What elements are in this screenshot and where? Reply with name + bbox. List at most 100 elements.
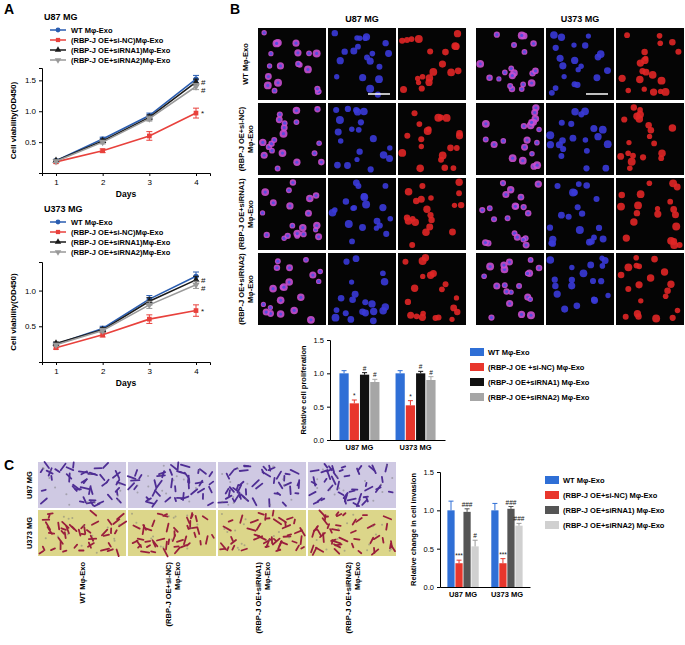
cell xyxy=(196,516,197,521)
pore xyxy=(175,515,177,517)
error-bar xyxy=(352,400,357,403)
tick-mark xyxy=(56,173,57,176)
image-background xyxy=(328,103,396,175)
cell xyxy=(349,279,354,284)
error-bar xyxy=(500,559,505,564)
cell xyxy=(530,40,537,47)
cell-core xyxy=(272,201,275,204)
cell xyxy=(650,88,657,95)
cell xyxy=(514,234,521,241)
cell-core xyxy=(484,138,487,141)
cell xyxy=(128,483,134,489)
scale-bar xyxy=(586,93,608,95)
cell xyxy=(590,278,596,284)
cell xyxy=(532,68,539,75)
cell-core xyxy=(514,205,517,208)
pore xyxy=(234,530,236,532)
cell-core xyxy=(534,106,537,109)
tick: 0.5 xyxy=(25,322,42,331)
cell xyxy=(493,282,500,289)
annotation: * xyxy=(409,393,412,400)
cell xyxy=(383,231,389,237)
pore xyxy=(117,495,119,497)
cell xyxy=(281,542,287,545)
cell xyxy=(502,70,508,76)
cell xyxy=(623,234,630,241)
cell-core xyxy=(503,284,506,287)
legend-entry: (RBP-J OE+siRNA2)Mφ-Exo xyxy=(50,56,171,65)
cell xyxy=(296,545,299,550)
error-cap xyxy=(457,560,462,561)
pore xyxy=(245,518,247,520)
cell-core xyxy=(304,258,307,261)
legend-entry: (RBP-J OE+siRNA1)Mφ-Exo xyxy=(50,238,171,247)
cell xyxy=(264,232,270,238)
cell xyxy=(521,123,527,129)
cell xyxy=(100,475,104,480)
cell-core xyxy=(279,312,282,315)
pore xyxy=(269,504,271,506)
tick: 1.0 xyxy=(424,506,440,515)
cell-core xyxy=(263,154,266,157)
cell xyxy=(290,307,298,315)
cell-core xyxy=(278,113,281,116)
row-label: U373 MG xyxy=(25,517,34,549)
cell xyxy=(547,141,554,148)
cell xyxy=(309,492,315,495)
row-label: (RBP-J OE+si-NC)Mφ-Exo xyxy=(237,106,255,171)
cell xyxy=(558,153,564,159)
cell xyxy=(414,313,420,319)
cell xyxy=(45,462,49,468)
cell xyxy=(583,182,590,189)
cell-core xyxy=(286,234,289,237)
column-label: U373 MG xyxy=(561,14,600,24)
cell-core xyxy=(261,211,264,214)
cell-core xyxy=(519,196,522,199)
legend-entry: (RBP-J OE+si-NC)Mφ-Exo xyxy=(50,36,164,45)
cell xyxy=(48,515,51,518)
legend-label: WT Mφ-Exo xyxy=(488,348,530,357)
tick-mark xyxy=(437,587,440,588)
cell xyxy=(307,316,315,324)
image-background xyxy=(616,28,684,100)
pore xyxy=(278,531,280,533)
cell xyxy=(420,274,425,279)
pore xyxy=(372,525,374,527)
cell-core xyxy=(314,194,317,197)
cell xyxy=(197,470,199,473)
plot-area xyxy=(339,371,435,440)
legend-swatch xyxy=(545,476,559,484)
pore xyxy=(352,514,354,516)
micrograph xyxy=(328,178,396,250)
cell xyxy=(245,489,247,494)
cell-core xyxy=(317,280,320,283)
cell xyxy=(203,516,208,519)
pore xyxy=(316,487,318,489)
error-cap xyxy=(473,540,478,541)
legend-marker xyxy=(55,58,61,64)
cell xyxy=(332,30,338,36)
image-background xyxy=(328,253,396,325)
pore xyxy=(316,539,318,541)
cell xyxy=(316,279,321,284)
tick-label: 4 xyxy=(194,367,199,376)
legend-label: WT Mφ-Exo xyxy=(71,218,113,227)
cell xyxy=(61,528,65,530)
cell xyxy=(231,537,233,541)
panel-label: B xyxy=(230,1,240,17)
cell xyxy=(344,162,351,169)
marker xyxy=(192,276,199,282)
image-background xyxy=(218,510,306,556)
pore xyxy=(176,475,178,477)
cell xyxy=(591,297,598,304)
cell xyxy=(553,45,559,51)
tick: 1 xyxy=(54,362,59,376)
error-bar xyxy=(398,371,403,374)
cell xyxy=(320,533,325,537)
tick-label: 0.5 xyxy=(424,545,434,554)
cell xyxy=(458,202,464,208)
pore xyxy=(223,528,225,530)
error-cap xyxy=(146,131,152,132)
pore xyxy=(147,485,149,487)
cell xyxy=(355,183,361,189)
